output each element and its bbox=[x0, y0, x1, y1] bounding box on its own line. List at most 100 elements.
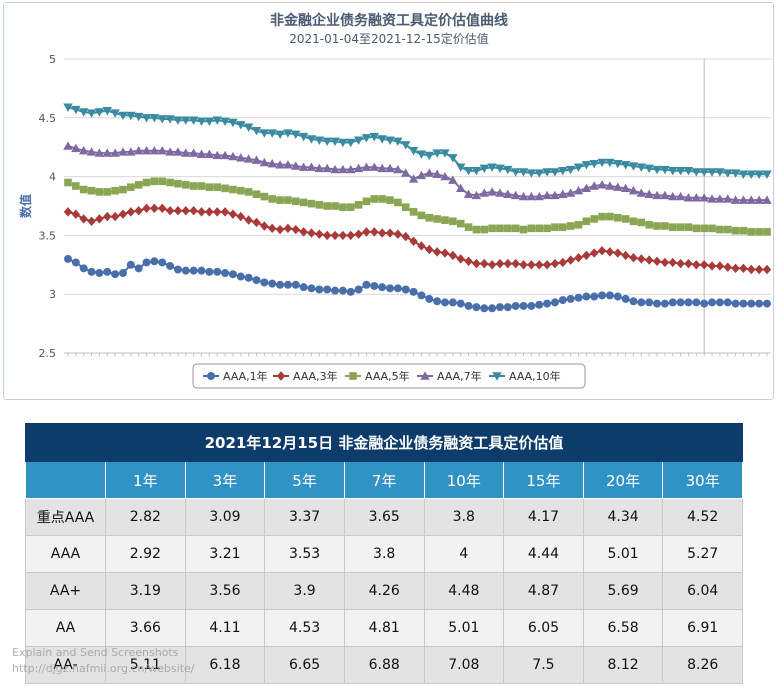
legend-label: AAA,10年 bbox=[509, 369, 561, 383]
data-point bbox=[488, 224, 496, 233]
data-point bbox=[510, 190, 521, 200]
data-point bbox=[605, 158, 615, 168]
data-point bbox=[747, 228, 756, 236]
data-point bbox=[621, 215, 630, 223]
data-point bbox=[589, 181, 599, 190]
table-row: AAA 2.92 3.21 3.53 3.8 4 4.44 5.01 5.27 bbox=[25, 535, 743, 573]
data-point bbox=[660, 165, 670, 175]
data-point bbox=[314, 136, 325, 145]
data-point bbox=[370, 281, 379, 290]
data-point bbox=[730, 169, 741, 178]
data-point bbox=[212, 116, 222, 125]
data-point bbox=[432, 169, 442, 178]
data-point bbox=[260, 192, 269, 201]
data-point bbox=[621, 250, 630, 261]
data-point bbox=[331, 202, 339, 210]
data-point bbox=[158, 177, 167, 186]
data-point bbox=[268, 195, 277, 203]
data-point bbox=[676, 258, 685, 269]
data-point bbox=[479, 164, 489, 174]
data-point bbox=[605, 247, 615, 257]
data-point bbox=[181, 116, 191, 125]
data-point bbox=[417, 241, 426, 251]
header-cell bbox=[25, 461, 106, 499]
value-cell: 4.81 bbox=[343, 609, 425, 647]
value-cell: 3.19 bbox=[105, 572, 186, 610]
data-point bbox=[519, 260, 528, 270]
data-point bbox=[440, 248, 450, 258]
data-point bbox=[731, 226, 740, 235]
value-cell: 2.92 bbox=[105, 535, 186, 573]
data-point bbox=[518, 168, 529, 177]
chart-subtitle: 2021-01-04至2021-12-15定价估值 bbox=[289, 31, 488, 46]
data-point bbox=[487, 187, 497, 196]
data-point bbox=[362, 280, 371, 289]
header-cell: 5年 bbox=[264, 461, 345, 499]
data-point bbox=[134, 181, 143, 189]
data-point bbox=[581, 183, 592, 193]
watermark: Explain and Send Screenshots http://djgz… bbox=[12, 645, 194, 677]
data-point bbox=[307, 228, 316, 238]
data-point bbox=[692, 260, 701, 270]
value-cell: 7.08 bbox=[423, 646, 505, 684]
value-cell: 3.09 bbox=[184, 498, 266, 536]
data-point bbox=[628, 186, 639, 195]
legend-marker bbox=[207, 372, 215, 380]
data-point bbox=[339, 203, 347, 211]
data-point bbox=[738, 195, 749, 204]
data-point bbox=[259, 129, 270, 138]
data-point bbox=[205, 207, 214, 217]
data-point bbox=[519, 225, 528, 234]
data-point bbox=[708, 224, 716, 233]
data-point bbox=[598, 212, 606, 221]
y-tick-label: 3.5 bbox=[39, 229, 57, 242]
data-point bbox=[79, 264, 88, 273]
value-cell: 6.18 bbox=[184, 646, 266, 684]
table-row: AA+ 3.19 3.56 3.9 4.26 4.48 4.87 5.69 6.04 bbox=[25, 572, 743, 610]
data-point bbox=[87, 216, 96, 226]
data-point bbox=[71, 105, 81, 115]
data-point bbox=[236, 211, 245, 222]
data-point bbox=[715, 298, 724, 307]
data-point bbox=[314, 163, 325, 173]
data-point bbox=[330, 230, 340, 241]
data-point bbox=[645, 221, 653, 229]
data-point bbox=[488, 304, 497, 313]
data-point bbox=[157, 146, 167, 155]
value-cell: 4.87 bbox=[503, 572, 584, 610]
data-point bbox=[331, 286, 340, 295]
data-point bbox=[464, 301, 473, 310]
data-point bbox=[660, 257, 670, 268]
data-point bbox=[284, 196, 292, 204]
value-cell: 6.58 bbox=[582, 609, 664, 647]
data-point bbox=[762, 170, 772, 179]
data-point bbox=[566, 222, 575, 230]
data-point bbox=[362, 227, 371, 237]
data-point bbox=[315, 201, 324, 209]
data-point bbox=[472, 303, 481, 312]
data-point bbox=[291, 197, 300, 206]
data-point bbox=[527, 224, 536, 233]
data-point bbox=[244, 215, 253, 225]
data-point bbox=[471, 190, 482, 200]
data-point bbox=[306, 162, 317, 171]
data-point bbox=[259, 157, 270, 167]
data-point bbox=[166, 261, 175, 270]
data-point bbox=[95, 269, 104, 278]
data-point bbox=[534, 169, 544, 178]
data-point bbox=[558, 223, 567, 231]
data-point bbox=[393, 229, 403, 239]
data-point bbox=[276, 280, 285, 289]
valuation-table-panel: 2021年12月15日 非金融企业债务融资工具定价估值 1年 3年 5年 7年 … bbox=[25, 423, 743, 684]
data-point bbox=[534, 191, 544, 201]
data-point bbox=[653, 222, 661, 230]
data-point bbox=[692, 224, 701, 233]
data-point bbox=[149, 146, 160, 155]
y-tick-label: 4.5 bbox=[39, 112, 57, 125]
data-point bbox=[463, 167, 474, 176]
data-point bbox=[480, 304, 489, 313]
data-point bbox=[692, 298, 701, 307]
data-point bbox=[158, 203, 167, 214]
data-point bbox=[394, 198, 402, 207]
data-point bbox=[196, 149, 207, 158]
